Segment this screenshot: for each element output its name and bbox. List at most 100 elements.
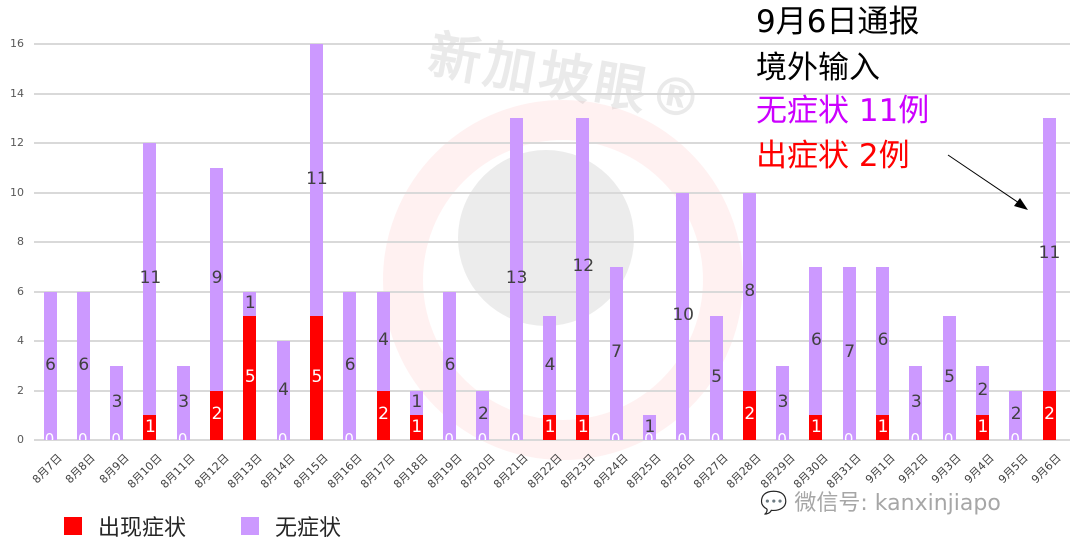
bar-segment-asymptomatic: [176, 365, 190, 440]
x-tick-label: 8月18日: [391, 451, 431, 492]
x-tick-label: 8月10日: [124, 451, 165, 492]
x-tick-label: 9月2日: [895, 451, 931, 487]
bar: [1009, 390, 1023, 440]
x-tick-label: 9月1日: [862, 451, 898, 487]
value-label-asymptomatic: 3: [777, 391, 789, 412]
bar-segment-symptomatic: [742, 390, 756, 440]
bar-segment-asymptomatic: [576, 118, 590, 416]
legend-item-symptomatic: 出现症状: [64, 510, 186, 542]
value-label-asymptomatic: 3: [178, 391, 190, 412]
bar-segment-asymptomatic: [942, 316, 956, 440]
gridline: [34, 43, 1070, 45]
value-label-asymptomatic: 1: [411, 391, 423, 412]
x-tick-label: 8月13日: [224, 451, 265, 492]
bar: [642, 415, 656, 440]
value-label-zero: 0: [710, 430, 721, 440]
bar: [1042, 118, 1056, 440]
value-label-asymptomatic: 4: [544, 354, 556, 375]
bar-segment-symptomatic: [576, 415, 590, 440]
bar-segment-asymptomatic: [776, 365, 790, 440]
bar: [43, 291, 57, 440]
bar: [443, 291, 457, 440]
bar: [776, 365, 790, 440]
value-label-symptomatic: 1: [810, 416, 822, 437]
x-tick-label: 8月19日: [424, 451, 465, 492]
annotation-symptomatic: 出症状 2例: [756, 138, 910, 174]
value-label-zero: 0: [910, 430, 921, 440]
bar: [376, 291, 390, 440]
bar: [809, 266, 823, 440]
bar-segment-asymptomatic: [243, 291, 257, 317]
gridline: [34, 92, 1070, 95]
value-label-zero: 0: [943, 430, 954, 440]
watermark-disc: [458, 150, 634, 326]
bar: [676, 192, 690, 440]
value-label-zero: 0: [78, 430, 88, 440]
value-label-symptomatic: 2: [211, 404, 223, 425]
value-label-symptomatic: 5: [311, 367, 323, 388]
legend-label-asymptomatic: 无症状: [275, 516, 342, 541]
value-label-symptomatic: 1: [577, 416, 589, 437]
bar: [76, 291, 90, 440]
bar: [143, 143, 157, 440]
value-label-symptomatic: 2: [1044, 404, 1055, 425]
value-label-asymptomatic: 11: [139, 268, 162, 289]
value-label-asymptomatic: 2: [1010, 404, 1022, 425]
value-label-zero: 0: [777, 430, 787, 440]
bar-segment-asymptomatic: [543, 316, 556, 416]
wechat-icon: 💬: [760, 491, 795, 516]
bar: [110, 365, 124, 440]
bar-segment-asymptomatic: [1009, 390, 1023, 440]
value-label-asymptomatic: 6: [45, 354, 56, 375]
value-label-zero: 0: [477, 430, 488, 440]
y-tick-label: 14: [10, 86, 24, 100]
legend-swatch-red: [64, 517, 82, 535]
wechat-id: 微信号: kanxinjiapo: [794, 491, 1001, 516]
value-label-asymptomatic: 8: [744, 280, 756, 301]
bar: [709, 316, 723, 440]
x-tick-label: 8月11日: [158, 451, 198, 492]
annotation-subtitle: 境外输入: [756, 50, 880, 86]
gridline: [34, 290, 1070, 293]
y-tick-label: 2: [17, 383, 24, 397]
x-tick-label: 8月16日: [324, 451, 365, 492]
value-label-symptomatic: 1: [977, 416, 989, 437]
x-tick-label: 8月14日: [258, 451, 298, 492]
value-label-zero: 0: [610, 430, 621, 440]
bar-segment-symptomatic: [376, 390, 390, 440]
y-tick-label: 16: [10, 37, 24, 50]
bar-segment-asymptomatic: [975, 365, 989, 416]
value-label-asymptomatic: 9: [211, 268, 223, 289]
value-label-asymptomatic: 11: [1038, 243, 1061, 264]
bar-segment-asymptomatic: [742, 192, 756, 391]
bar-segment-asymptomatic: [276, 341, 290, 440]
bar-segment-symptomatic: [409, 415, 423, 440]
bar: [975, 365, 989, 440]
value-label-asymptomatic: 2: [977, 379, 989, 400]
bar-segment-symptomatic: [543, 415, 556, 440]
bar-segment-asymptomatic: [309, 44, 323, 317]
value-label-asymptomatic: 2: [477, 404, 489, 425]
annotation-arrow: [947, 154, 1028, 210]
value-label-symptomatic: 1: [877, 416, 889, 437]
value-label-asymptomatic: 3: [910, 391, 922, 412]
bar-segment-symptomatic: [143, 415, 157, 440]
bar-segment-asymptomatic: [110, 365, 124, 440]
value-label-asymptomatic: 7: [844, 342, 856, 363]
value-label-asymptomatic: 6: [877, 330, 889, 350]
bar-segment-asymptomatic: [210, 167, 223, 391]
bar-segment-asymptomatic: [509, 118, 523, 440]
value-label-asymptomatic: 4: [278, 379, 289, 400]
value-label-symptomatic: 1: [144, 416, 156, 437]
value-label-zero: 0: [344, 430, 354, 440]
bar: [176, 365, 190, 440]
value-label-asymptomatic: 1: [644, 416, 656, 437]
bar: [210, 167, 223, 440]
bar: [742, 192, 756, 440]
bar: [876, 266, 889, 440]
bar-segment-asymptomatic: [43, 291, 57, 440]
bar-segment-asymptomatic: [443, 291, 457, 440]
bar: [343, 291, 357, 440]
bar-segment-asymptomatic: [1042, 118, 1056, 391]
